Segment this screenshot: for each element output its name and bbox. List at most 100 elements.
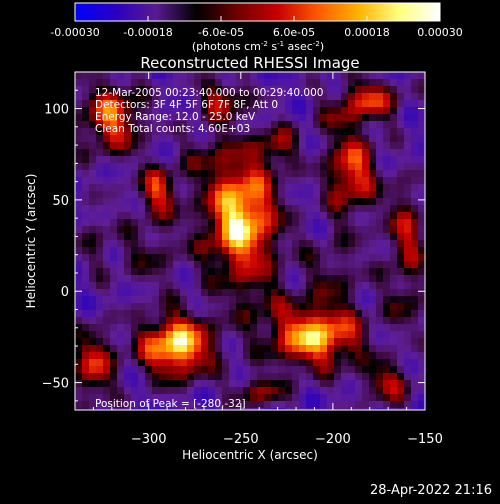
heatmap-cell xyxy=(369,261,377,269)
heatmap-cell xyxy=(89,408,97,410)
heatmap-cell xyxy=(390,135,398,143)
heatmap-cell xyxy=(75,86,83,94)
heatmap-cell xyxy=(75,296,83,304)
heatmap-cell xyxy=(362,128,370,136)
heatmap-cell xyxy=(103,100,111,108)
heatmap-cell xyxy=(313,275,321,283)
heatmap-cell xyxy=(369,212,377,220)
heatmap-cell xyxy=(383,366,391,374)
heatmap-cell xyxy=(243,359,251,367)
heatmap-cell xyxy=(187,219,195,227)
heatmap-cell xyxy=(75,268,83,276)
heatmap-cell xyxy=(82,135,90,143)
heatmap-cell xyxy=(222,352,230,360)
heatmap-cell xyxy=(411,86,419,94)
heatmap-cell xyxy=(145,114,153,122)
heatmap-cell xyxy=(96,114,104,122)
heatmap-cell xyxy=(418,380,425,388)
heatmap-cell xyxy=(257,205,265,213)
heatmap-cell xyxy=(327,303,335,311)
heatmap-cell xyxy=(75,100,83,108)
heatmap-cell xyxy=(124,226,132,234)
heatmap-cell xyxy=(215,233,223,241)
heatmap-cell xyxy=(327,198,335,206)
heatmap-cell xyxy=(243,212,251,220)
heatmap-cell xyxy=(131,373,139,381)
heatmap-cell xyxy=(187,149,195,157)
heatmap-cell xyxy=(208,254,216,262)
heatmap-cell xyxy=(138,289,146,297)
heatmap-cell xyxy=(320,275,328,283)
heatmap-cell xyxy=(222,345,230,353)
heatmap-cell xyxy=(138,93,146,101)
heatmap-cell xyxy=(271,170,279,178)
heatmap-cell xyxy=(292,275,300,283)
heatmap-cell xyxy=(89,114,97,122)
heatmap-cell xyxy=(152,170,160,178)
heatmap-cell xyxy=(124,107,132,115)
heatmap-cell xyxy=(187,114,195,122)
heatmap-cell xyxy=(166,247,174,255)
heatmap-cell xyxy=(355,373,363,381)
heatmap-cell xyxy=(383,79,391,87)
heatmap-cell xyxy=(271,212,279,220)
heatmap-cell xyxy=(236,226,244,234)
heatmap-cell xyxy=(306,100,314,108)
heatmap-cell xyxy=(411,268,419,276)
heatmap-cell xyxy=(187,226,195,234)
heatmap-cell xyxy=(369,114,377,122)
heatmap-cell xyxy=(82,268,90,276)
heatmap-cell xyxy=(145,331,153,339)
heatmap-cell xyxy=(159,338,167,346)
heatmap-cell xyxy=(362,100,370,108)
heatmap-cell xyxy=(103,177,111,185)
heatmap-cell xyxy=(96,93,104,101)
heatmap-cell xyxy=(124,247,132,255)
heatmap-cell xyxy=(173,289,181,297)
heatmap-cell xyxy=(327,219,335,227)
heatmap-cell xyxy=(89,331,97,339)
heatmap-cell xyxy=(327,226,335,234)
heatmap-cell xyxy=(299,135,307,143)
heatmap-cell xyxy=(229,212,237,220)
heatmap-cell xyxy=(397,226,405,234)
heatmap-cell xyxy=(271,93,279,101)
heatmap-cell xyxy=(194,345,202,353)
heatmap-cell xyxy=(341,156,349,164)
heatmap-cell xyxy=(264,72,272,80)
heatmap-cell xyxy=(194,170,202,178)
heatmap-cell xyxy=(96,219,104,227)
heatmap-cell xyxy=(243,156,251,164)
heatmap-cell xyxy=(320,317,328,325)
heatmap-cell xyxy=(145,212,153,220)
heatmap-cell xyxy=(320,359,328,367)
heatmap-cell xyxy=(96,331,104,339)
heatmap-cell xyxy=(376,387,384,395)
heatmap-cell xyxy=(292,268,300,276)
heatmap-cell xyxy=(145,135,153,143)
heatmap-cell xyxy=(131,142,139,150)
heatmap-cell xyxy=(166,184,174,192)
heatmap-cell xyxy=(369,79,377,87)
heatmap-cell xyxy=(201,380,209,388)
heatmap-cell xyxy=(418,226,425,234)
heatmap-cell xyxy=(292,296,300,304)
heatmap-cell xyxy=(299,338,307,346)
heatmap-cell xyxy=(208,289,216,297)
heatmap-cell xyxy=(278,268,286,276)
heatmap-cell xyxy=(320,261,328,269)
heatmap-cell xyxy=(243,177,251,185)
heatmap-cell xyxy=(173,394,181,402)
heatmap-cell xyxy=(124,282,132,290)
heatmap-cell xyxy=(390,380,398,388)
heatmap-cell xyxy=(243,79,251,87)
clean-counts-text: Clean Total counts: 4.60E+03 xyxy=(95,123,250,135)
heatmap-cell xyxy=(194,359,202,367)
heatmap-cell xyxy=(222,205,230,213)
heatmap-cell xyxy=(362,303,370,311)
heatmap-cell xyxy=(264,352,272,360)
heatmap-cell xyxy=(82,219,90,227)
heatmap-cell xyxy=(159,275,167,283)
heatmap-cell xyxy=(376,401,384,409)
heatmap-cell xyxy=(208,156,216,164)
